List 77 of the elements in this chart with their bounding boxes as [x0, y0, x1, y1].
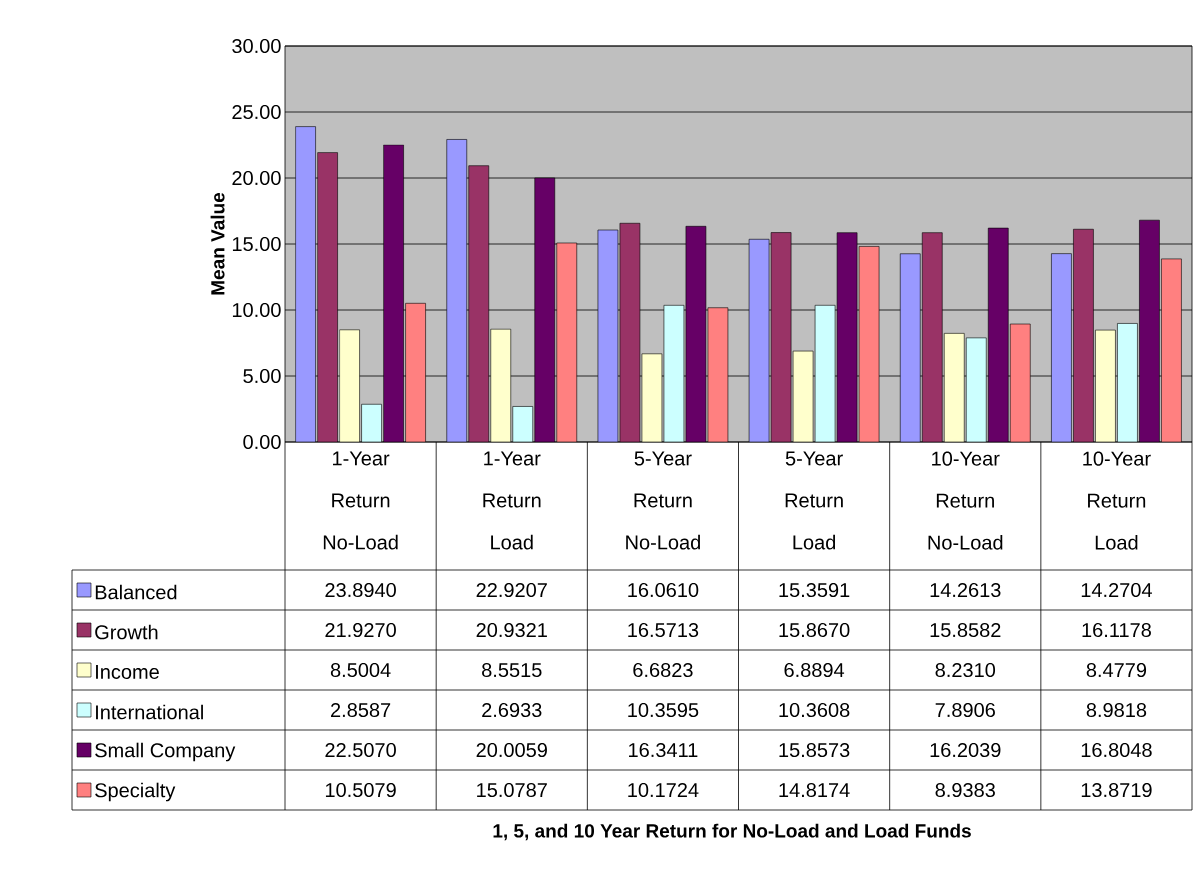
y-tick-label: 15.00 — [232, 236, 281, 252]
data-label: 22.9207 — [476, 582, 547, 598]
bar — [317, 152, 338, 443]
data-label: 6.8894 — [784, 662, 845, 678]
bar — [921, 232, 943, 443]
legend-label: International — [96, 704, 203, 720]
data-label: 16.2039 — [930, 742, 1001, 758]
bar — [965, 337, 987, 443]
data-label: 23.8940 — [325, 582, 396, 598]
y-axis-title: Mean Value — [210, 192, 225, 295]
data-label: 10.3608 — [779, 702, 850, 718]
data-label: 8.4779 — [1086, 662, 1147, 678]
data-label: 16.0610 — [628, 582, 699, 598]
data-label: 6.6823 — [633, 662, 693, 678]
bar — [446, 139, 468, 443]
data-label: 15.8582 — [930, 622, 1001, 638]
bar — [556, 242, 578, 443]
legend-label: Balanced — [95, 584, 177, 600]
data-label: 14.2704 — [1081, 582, 1152, 598]
bar — [899, 253, 921, 443]
bar — [1009, 323, 1031, 443]
data-label: 14.8174 — [779, 782, 850, 798]
category-label: 1-Year Return Load — [483, 451, 541, 550]
y-tick-label: 25.00 — [232, 104, 281, 120]
y-tick-label: 0.00 — [243, 434, 281, 450]
data-label: 16.5713 — [628, 622, 699, 638]
data-label: 21.9270 — [325, 622, 396, 638]
data-label: 15.3591 — [779, 582, 850, 598]
data-label: 20.0059 — [476, 742, 547, 758]
bar — [468, 165, 490, 443]
legend-label: Small Company — [95, 742, 236, 762]
data-label: 10.3595 — [628, 702, 699, 718]
category-label: 5-Year Return No-Load — [626, 451, 700, 550]
y-tick-label: 20.00 — [232, 170, 281, 186]
data-label: 7.8906 — [935, 702, 995, 718]
category-label: 10-Year Return Load — [1083, 451, 1151, 550]
y-tick-label: 5.00 — [243, 368, 281, 384]
data-label: 16.8048 — [1081, 742, 1152, 758]
data-label: 8.2310 — [935, 662, 996, 678]
bar — [405, 303, 426, 443]
bar — [1161, 258, 1182, 443]
data-label: 20.9321 — [476, 622, 547, 638]
bar — [1117, 323, 1138, 443]
y-tick-label: 10.00 — [232, 302, 281, 318]
data-label: 8.5515 — [482, 662, 542, 678]
data-label: 8.5004 — [330, 662, 391, 678]
bar — [383, 144, 404, 443]
bar — [512, 406, 534, 443]
bar — [295, 126, 316, 443]
category-label: 1-Year Return No-Load — [323, 451, 398, 550]
category-label: 5-Year Return Load — [785, 451, 843, 550]
legend-label: Specialty — [95, 782, 176, 802]
y-tick-label: 30.00 — [232, 38, 281, 54]
data-label: 15.8573 — [779, 742, 850, 758]
data-label: 10.5079 — [325, 782, 396, 798]
bar — [361, 403, 382, 443]
data-label: 8.9818 — [1086, 702, 1147, 718]
text: 1, 5, and 10 Year Return for No-Load and Load Funds — [493, 823, 971, 841]
bar — [1073, 228, 1094, 443]
bar — [534, 177, 556, 443]
data-label: 16.3411 — [629, 742, 698, 758]
bar — [1139, 219, 1160, 443]
data-label: 22.5070 — [325, 742, 396, 758]
legend-label: Income — [96, 665, 159, 679]
legend-label: Growth — [95, 624, 158, 640]
data-label: 13.8719 — [1081, 782, 1152, 798]
bar — [987, 227, 1009, 443]
category-label: 10-Year Return No-Load — [928, 451, 1003, 550]
data-label: 10.1724 — [628, 782, 699, 798]
data-label: 15.8670 — [779, 622, 850, 638]
data-label: 14.2613 — [930, 582, 1001, 598]
data-label: 8.9383 — [935, 782, 995, 798]
data-label: 16.1178 — [1082, 622, 1151, 638]
bar — [1051, 253, 1072, 443]
data-label: 2.6933 — [482, 702, 542, 718]
data-label: 2.8587 — [331, 702, 391, 718]
data-label: 15.0787 — [477, 782, 547, 798]
